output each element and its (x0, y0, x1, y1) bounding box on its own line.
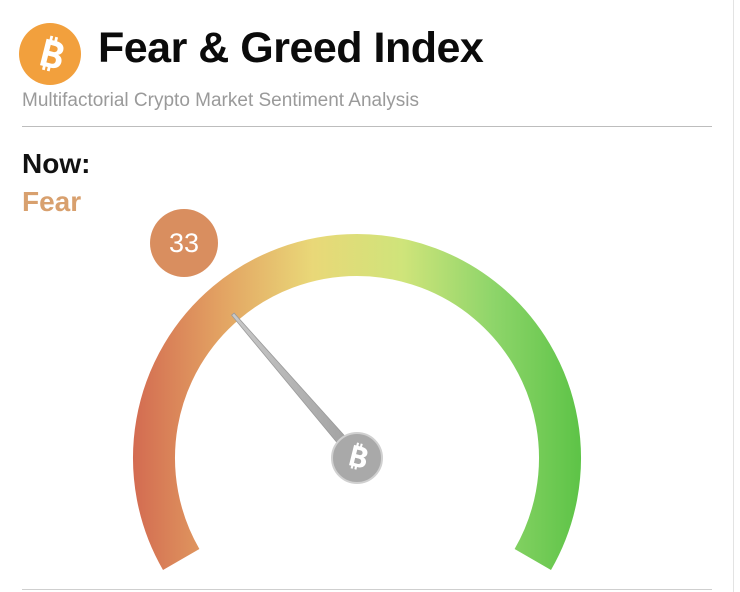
sentiment-value: Fear (22, 186, 82, 217)
page-title: Fear & Greed Index (98, 24, 484, 72)
bitcoin-icon (19, 23, 81, 85)
panel-border (733, 0, 734, 592)
now-label: Now: (22, 148, 91, 179)
header-divider (22, 126, 712, 127)
page-subtitle: Multifactorial Crypto Market Sentiment A… (22, 90, 420, 111)
bitcoin-icon (331, 432, 383, 484)
gauge-value-badge: 33 (150, 209, 218, 277)
gauge-arc (133, 234, 581, 570)
footer-divider (22, 589, 712, 590)
